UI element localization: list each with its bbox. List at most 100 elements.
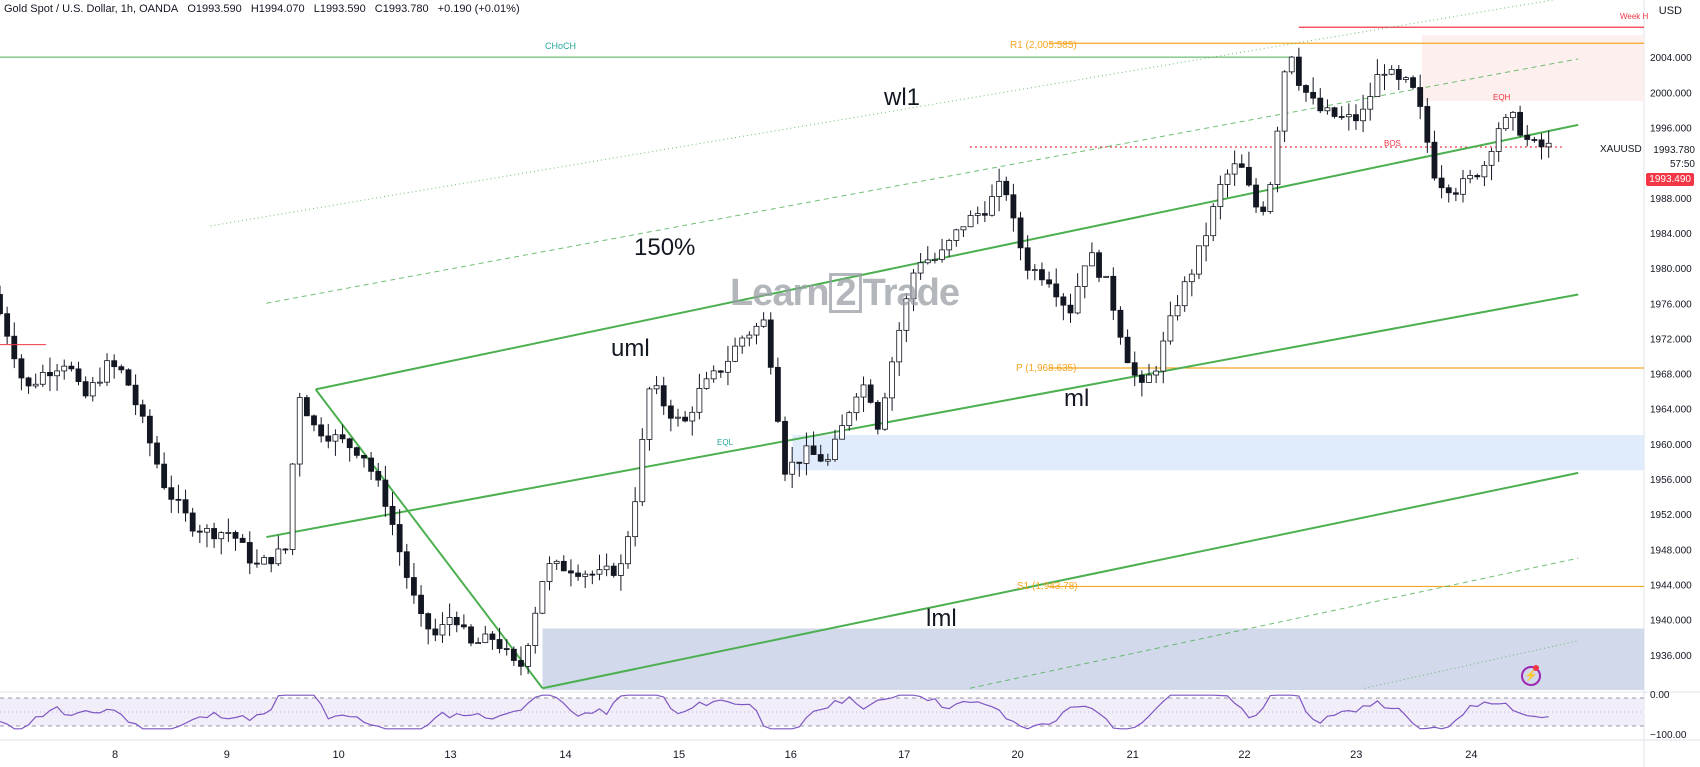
- candle-body: [1210, 206, 1217, 237]
- candle-body: [1403, 77, 1409, 80]
- eqh-label: EQH: [1493, 93, 1511, 102]
- candle-body: [154, 442, 160, 465]
- candle-body: [575, 572, 581, 577]
- candle-body: [1203, 235, 1209, 247]
- candle-body: [867, 384, 874, 403]
- candle-body: [603, 565, 610, 571]
- candle-body: [1431, 141, 1438, 179]
- candle-body: [1360, 108, 1366, 122]
- pitchfork-150-lower: [969, 557, 1579, 689]
- candle-body: [1267, 184, 1274, 212]
- candle-body: [1089, 252, 1095, 267]
- candle-body: [1445, 187, 1452, 194]
- candle-body: [782, 420, 788, 475]
- candle-body: [125, 369, 132, 386]
- candle-body: [296, 397, 303, 465]
- ohlc-low: L1993.590: [313, 3, 366, 15]
- candle-body: [682, 416, 689, 422]
- candle-body: [1074, 286, 1081, 314]
- candle-body: [1288, 56, 1295, 73]
- candle-body: [1031, 269, 1038, 272]
- candle-body: [1174, 305, 1181, 317]
- pitchfork-wl1-upper: [210, 0, 1556, 227]
- candle-body: [1324, 107, 1331, 112]
- candle-body: [589, 573, 596, 576]
- candle-body: [403, 551, 410, 578]
- candle-body: [1124, 336, 1131, 364]
- candle-body: [1003, 180, 1010, 196]
- candle-body: [675, 416, 681, 419]
- candle-body: [981, 213, 988, 216]
- pivot-label: P (1,968.635): [1016, 363, 1077, 374]
- candle-body: [924, 259, 931, 264]
- candle-body: [1481, 164, 1488, 178]
- candle-body: [1160, 340, 1167, 372]
- candle-body: [32, 383, 39, 387]
- candle-body: [460, 624, 467, 628]
- candle-body: [1303, 85, 1309, 93]
- pitchfork-uml: [315, 123, 1579, 391]
- candle-body: [539, 581, 546, 614]
- candle-body: [1138, 374, 1145, 383]
- candle-body: [525, 645, 532, 667]
- x-tick-label: 8: [112, 749, 118, 761]
- candle-body: [546, 563, 553, 582]
- candle-body: [1502, 117, 1509, 130]
- candle-body: [882, 397, 888, 430]
- candle-body: [1524, 134, 1531, 140]
- candle-body: [1167, 315, 1174, 342]
- candle-body: [47, 371, 53, 377]
- candle-body: [425, 613, 432, 630]
- candle-body: [1153, 370, 1160, 376]
- y-tick-label: 1964.000: [1650, 405, 1692, 416]
- candle-body: [832, 438, 838, 460]
- candle-body: [1388, 69, 1395, 75]
- y-tick-label: 1980.000: [1650, 264, 1692, 275]
- candle-body: [1517, 111, 1524, 136]
- candle-body: [532, 612, 539, 646]
- r1-label: R1 (2,005.585): [1010, 40, 1077, 51]
- symbol-title: Gold Spot / U.S. Dollar, 1h, OANDA: [4, 3, 179, 15]
- x-tick-label: 9: [224, 749, 230, 761]
- candle-body: [1181, 281, 1188, 307]
- candle-body: [860, 384, 867, 398]
- candle-body: [1488, 151, 1495, 166]
- y-tick-label: 1972.000: [1650, 334, 1692, 345]
- pitchfork-handle: [314, 388, 544, 689]
- currency-label[interactable]: USD: [1658, 5, 1682, 17]
- candle-body: [275, 548, 282, 565]
- candle-body: [1317, 97, 1324, 112]
- candle-body: [1046, 279, 1052, 285]
- candle-body: [896, 329, 903, 363]
- candle-body: [1424, 106, 1431, 143]
- candle-body: [75, 368, 82, 383]
- candle-body: [418, 594, 424, 615]
- candle-body: [946, 240, 953, 251]
- pitchfork-lml: [542, 471, 1579, 690]
- candle-body: [874, 401, 881, 430]
- y-tick-label: 2000.000: [1650, 88, 1692, 99]
- candle-body: [339, 434, 346, 440]
- alert-icon[interactable]: ⚡: [1521, 666, 1541, 686]
- candle-body: [1281, 71, 1288, 132]
- x-tick-label: 13: [444, 749, 456, 761]
- wl1-label: wl1: [884, 84, 921, 111]
- y-tick-label: 1976.000: [1650, 299, 1692, 310]
- candle-body: [268, 557, 275, 565]
- candle-body: [1131, 362, 1138, 376]
- candle-body: [104, 360, 110, 383]
- candle-body: [503, 648, 510, 650]
- candle-body: [332, 434, 339, 442]
- candle-body: [610, 565, 617, 576]
- candle-body: [1338, 116, 1345, 118]
- candle-body: [218, 532, 225, 540]
- rsi-band: [0, 698, 1644, 726]
- candle-body: [689, 411, 696, 422]
- y-tick-label: 1948.000: [1650, 545, 1692, 556]
- candle-body: [953, 229, 960, 241]
- candle-body: [960, 226, 967, 231]
- candle-body: [1410, 77, 1416, 88]
- eql-label: EQL: [717, 438, 734, 447]
- candle-body: [146, 415, 153, 444]
